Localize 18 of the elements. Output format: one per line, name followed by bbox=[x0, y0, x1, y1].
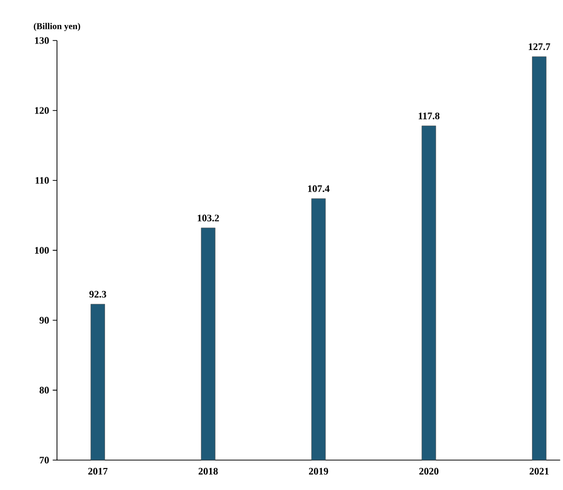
y-tick-label: 80 bbox=[40, 386, 49, 394]
data-label: 107.4 bbox=[308, 185, 330, 192]
y-tick-label: 120 bbox=[35, 107, 49, 114]
x-tick-label: 2018 bbox=[198, 468, 218, 475]
x-tick-label: 2020 bbox=[419, 468, 438, 475]
y-tick-label: 100 bbox=[35, 246, 49, 254]
x-tick-label: 2017 bbox=[88, 468, 108, 475]
data-label: 117.8 bbox=[418, 112, 440, 120]
data-label: 92.3 bbox=[89, 290, 106, 298]
y-tick-label: 110 bbox=[36, 176, 49, 184]
x-tick-label: 2021 bbox=[530, 468, 549, 475]
y-tick-label: 90 bbox=[40, 316, 49, 324]
data-label: 127.7 bbox=[528, 43, 550, 50]
x-tick-label: 2019 bbox=[308, 468, 328, 475]
y-axis-title: (Billion yen) bbox=[34, 22, 80, 31]
y-tick-label: 70 bbox=[40, 456, 49, 464]
data-label: 103.2 bbox=[198, 214, 219, 222]
y-tick-label: 130 bbox=[35, 37, 49, 44]
